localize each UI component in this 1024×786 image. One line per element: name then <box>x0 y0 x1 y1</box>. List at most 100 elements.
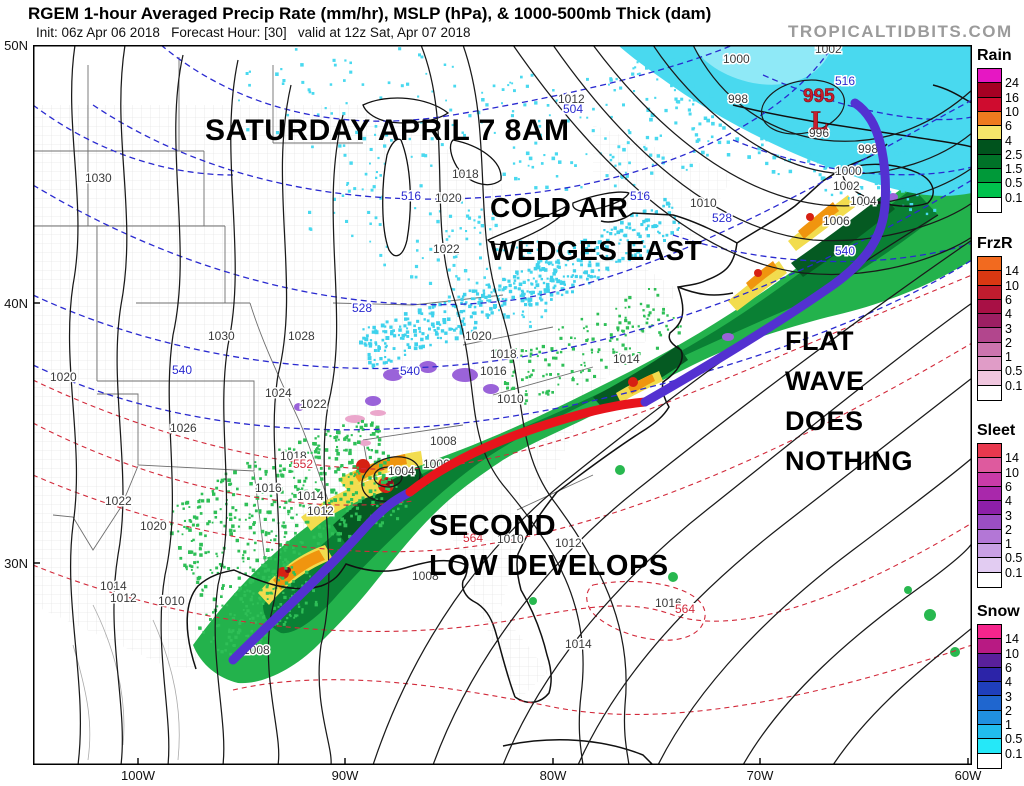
lon-label: 80W <box>539 768 567 783</box>
sleet-area <box>383 369 403 381</box>
contour-label: 996 <box>809 126 829 140</box>
colorbar-cell <box>978 69 1001 84</box>
map-annotation-second-low: SECOND <box>429 510 556 542</box>
colorbar-cell <box>978 111 1001 127</box>
colorbar-tick: 6 <box>1005 479 1012 494</box>
state-border <box>52 465 139 551</box>
mslp-contour <box>267 84 292 765</box>
coastline <box>186 559 516 698</box>
coastline <box>732 104 972 148</box>
map-annotation-flat-wave: NOTHING <box>785 446 913 476</box>
great-lake <box>487 206 567 245</box>
colorbar-cell <box>978 558 1001 573</box>
colorbar-tick: 14 <box>1005 632 1019 647</box>
colorbar-cell <box>978 739 1001 754</box>
colorbar-title: FrzR <box>977 235 1013 252</box>
rain-spot <box>924 609 936 621</box>
thickness-contour-blue <box>33 259 972 431</box>
state-border <box>249 302 334 516</box>
page-title: RGEM 1-hour Averaged Precip Rate (mm/hr)… <box>28 4 712 23</box>
contour-label: 1026 <box>170 421 197 435</box>
sleet-area <box>452 368 478 382</box>
colorbar-tick: 4 <box>1005 133 1012 148</box>
colorbar-cell <box>978 299 1001 315</box>
state-border <box>516 474 594 511</box>
contour-label: 1010 <box>497 392 524 406</box>
rain-spot <box>529 597 537 605</box>
contour-label: 1010 <box>497 532 524 546</box>
contour-label: 1012 <box>307 504 334 518</box>
colorbar-frzr: FrzR 14 10 6 4 3 2 1 0.5 0.1 <box>977 235 1024 401</box>
thickness-contour-blue <box>672 234 972 263</box>
colorbar-tick: 2 <box>1005 522 1012 537</box>
mslp-contour <box>432 239 972 765</box>
contour-label: 1000 <box>835 164 862 178</box>
contour-label: 540 <box>400 364 420 378</box>
colorbar-cell <box>978 126 1001 141</box>
colorbar-tick: 10 <box>1005 104 1019 119</box>
lon-label: 70W <box>746 768 774 783</box>
colorbar-cell <box>978 667 1001 683</box>
colorbar-sleet: Sleet 14 10 6 4 3 2 1 0.5 0.1 <box>977 422 1024 588</box>
lat-label: 50N <box>4 38 28 53</box>
rain-heavy-area <box>263 188 938 634</box>
contour-label: 1004 <box>388 464 415 478</box>
great-lake <box>362 97 450 124</box>
colorbar-snow: Snow 14 10 6 4 3 2 1 0.5 0.1 <box>977 603 1024 769</box>
mslp-contour <box>160 54 184 765</box>
map-annotation-saturday: SATURDAY APRIL 7 8AM <box>205 114 570 147</box>
colorbar-tick: 6 <box>1005 292 1012 307</box>
colorbar-cell <box>978 83 1001 98</box>
thickness-contour-red <box>33 342 972 553</box>
colorbar-tick: 4 <box>1005 675 1012 690</box>
colorbar-tick: 6 <box>1005 660 1012 675</box>
sleet-area <box>294 403 304 411</box>
very-heavy-rain <box>353 454 407 482</box>
colorbar-cell <box>978 529 1001 545</box>
contour-label: 1010 <box>690 196 717 210</box>
contour-label: 1006 <box>823 214 850 228</box>
contour-label: 1016 <box>655 596 682 610</box>
contour-label: 564 <box>675 602 695 616</box>
thickness-contour-red <box>33 422 414 506</box>
coastline <box>514 180 824 704</box>
snow-band-speckle <box>359 197 681 369</box>
thickness-contour-blue <box>762 74 972 121</box>
contour-label: 1000 <box>723 52 750 66</box>
thickness-contour-red <box>33 522 972 632</box>
contour-label: 1014 <box>297 489 324 503</box>
colorbar-tick: 0.5 <box>1005 732 1023 747</box>
colorbar-cell <box>978 486 1001 502</box>
nova-scotia <box>841 163 934 207</box>
thickness-contour-blue <box>33 99 972 306</box>
colorbar-cell <box>978 328 1001 343</box>
rain-intense-area <box>333 467 428 543</box>
contour-label: 528 <box>712 211 732 225</box>
colorbar-tick: 1 <box>1005 718 1012 733</box>
colorbar-cell <box>978 257 1001 272</box>
colorbar-tick: 1 <box>1005 350 1012 365</box>
mslp-contour <box>832 627 972 765</box>
contour-label: 564 <box>463 531 483 545</box>
contour-label: 1028 <box>288 329 315 343</box>
coastline <box>677 286 734 296</box>
mslp-contour <box>214 59 239 765</box>
map-annotation-flat-wave: DOES <box>785 406 864 436</box>
contour-label: 1004 <box>850 194 877 208</box>
rain-speckle <box>494 288 682 405</box>
thickness-contour-red <box>232 644 972 716</box>
contour-label: 1008 <box>430 434 457 448</box>
mslp-contour <box>742 542 972 765</box>
contour-label: 1020 <box>140 519 167 533</box>
mslp-contours-layer <box>68 45 972 765</box>
snow-speckle <box>645 58 947 216</box>
colorbar-tick: 0.1 <box>1005 378 1023 393</box>
colorbar-cell <box>978 625 1001 640</box>
lat-label: 40N <box>4 296 28 311</box>
contour-label: 1016 <box>255 481 282 495</box>
colorbar-cell <box>978 154 1001 170</box>
mslp-contour <box>462 45 630 765</box>
sleet-area <box>483 384 499 394</box>
contour-label: 1018 <box>280 449 307 463</box>
contour-label: 1012 <box>558 92 585 106</box>
